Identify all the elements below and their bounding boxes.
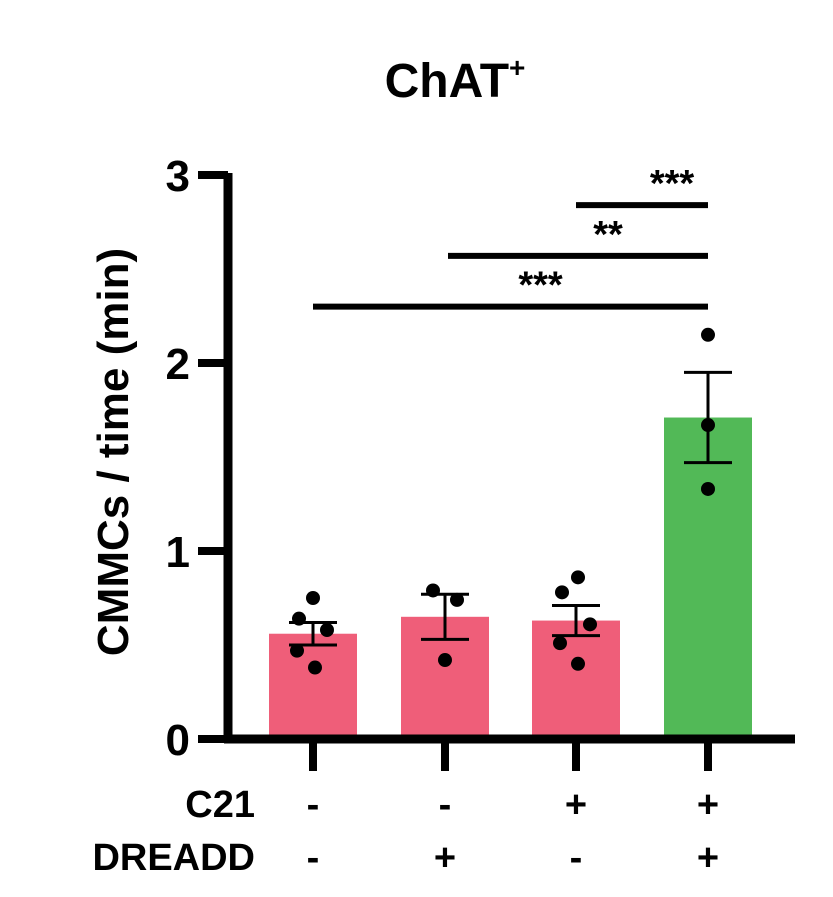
significance-label-3: *** (518, 265, 563, 307)
data-point-3-5 (571, 656, 585, 671)
chart-title-superscript: + (509, 52, 525, 83)
data-point-1-3 (320, 622, 334, 637)
condition-dreadd-2: + (434, 837, 456, 879)
data-point-1-5 (308, 660, 322, 675)
chart-title: ChAT+ (385, 52, 526, 108)
significance-label-1: *** (650, 163, 695, 205)
data-point-3-3 (583, 617, 597, 632)
condition-c21-3: + (565, 784, 587, 826)
bar-1 (269, 633, 357, 739)
y-axis-label: CMMCs / time (min) (89, 248, 138, 656)
data-point-3-1 (571, 570, 585, 585)
y-tick-label-2: 2 (166, 340, 190, 389)
y-tick-label-1: 1 (166, 528, 190, 577)
data-point-2-3 (438, 653, 452, 668)
condition-dreadd-4: + (697, 837, 719, 879)
condition-c21-2: - (439, 784, 452, 826)
data-point-1-2 (292, 611, 306, 626)
condition-c21-1: - (307, 784, 320, 826)
condition-dreadd-3: - (570, 837, 583, 879)
significance-label-2: ** (593, 214, 623, 256)
y-tick-label-0: 0 (166, 716, 190, 765)
row-label-dreadd: DREADD (92, 837, 255, 879)
y-tick-label-3: 3 (166, 152, 190, 201)
data-point-4-2 (701, 418, 715, 433)
condition-c21-4: + (697, 784, 719, 826)
data-point-3-4 (553, 636, 567, 651)
data-point-1-4 (290, 643, 304, 658)
bar-3 (532, 620, 620, 739)
data-point-1-1 (306, 591, 320, 605)
data-point-3-2 (555, 585, 569, 600)
data-point-4-1 (701, 327, 715, 342)
bar-4 (664, 417, 752, 739)
data-point-2-1 (426, 583, 440, 598)
data-point-2-2 (450, 592, 464, 607)
row-label-c21: C21 (185, 784, 255, 826)
condition-dreadd-1: - (307, 837, 320, 879)
data-point-4-3 (701, 481, 715, 496)
